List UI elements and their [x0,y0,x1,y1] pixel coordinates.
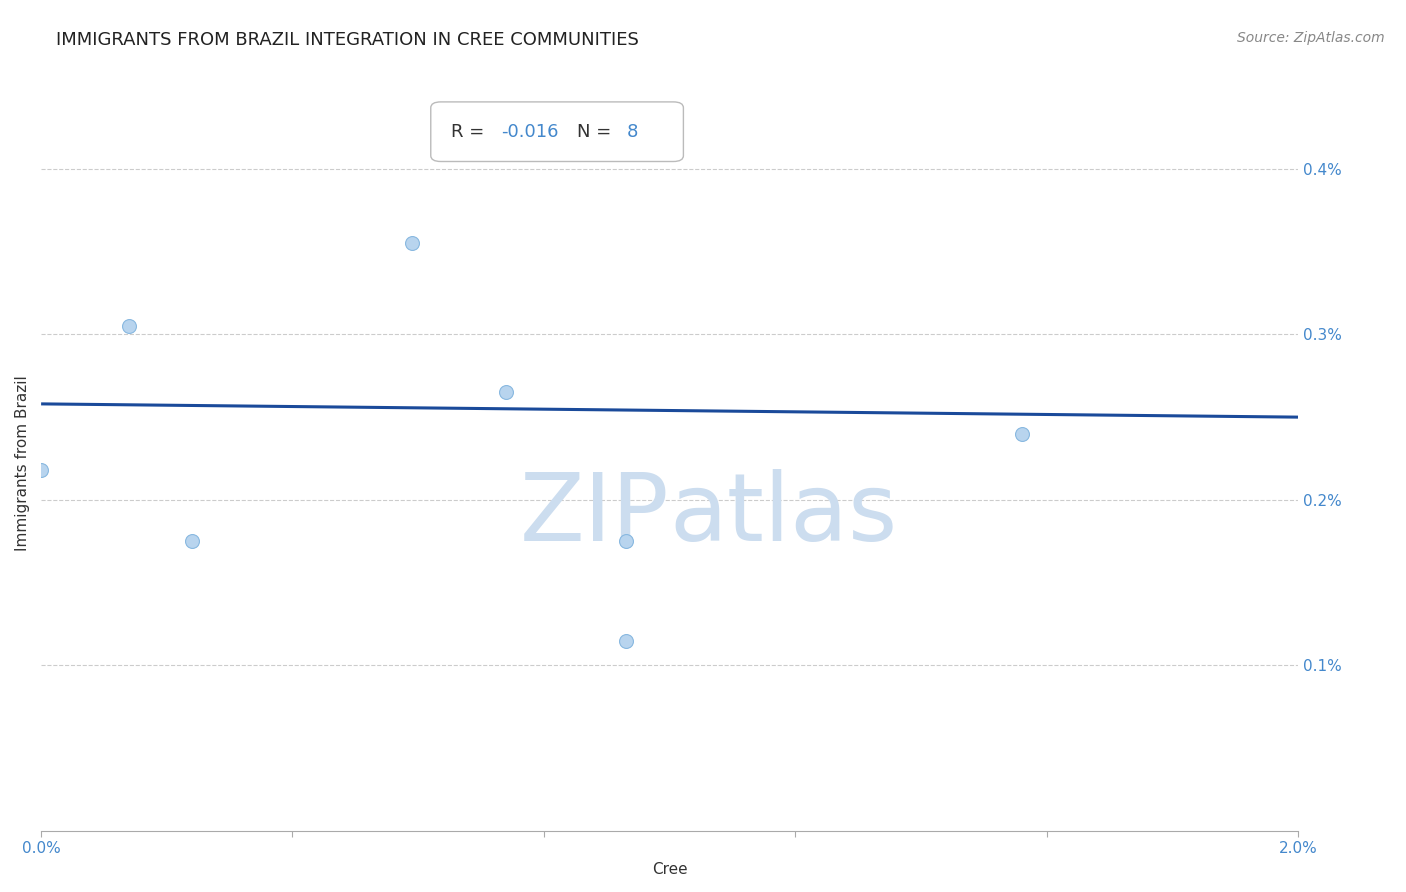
Text: Source: ZipAtlas.com: Source: ZipAtlas.com [1237,31,1385,45]
Point [495,385,517,400]
X-axis label: Cree: Cree [652,862,688,877]
Point [614,534,637,549]
Y-axis label: Immigrants from Brazil: Immigrants from Brazil [15,376,30,551]
Point [30,463,52,477]
Text: -0.016: -0.016 [501,123,558,141]
Text: atlas: atlas [669,468,898,561]
Text: N =: N = [576,123,617,141]
FancyBboxPatch shape [430,102,683,161]
Text: 8: 8 [627,123,638,141]
Text: IMMIGRANTS FROM BRAZIL INTEGRATION IN CREE COMMUNITIES: IMMIGRANTS FROM BRAZIL INTEGRATION IN CR… [56,31,640,49]
Point [614,633,637,648]
Point [118,319,141,334]
Text: R =: R = [451,123,489,141]
Point [1011,426,1033,441]
Point [181,534,204,549]
Text: ZIP: ZIP [520,468,669,561]
Point [401,236,423,251]
